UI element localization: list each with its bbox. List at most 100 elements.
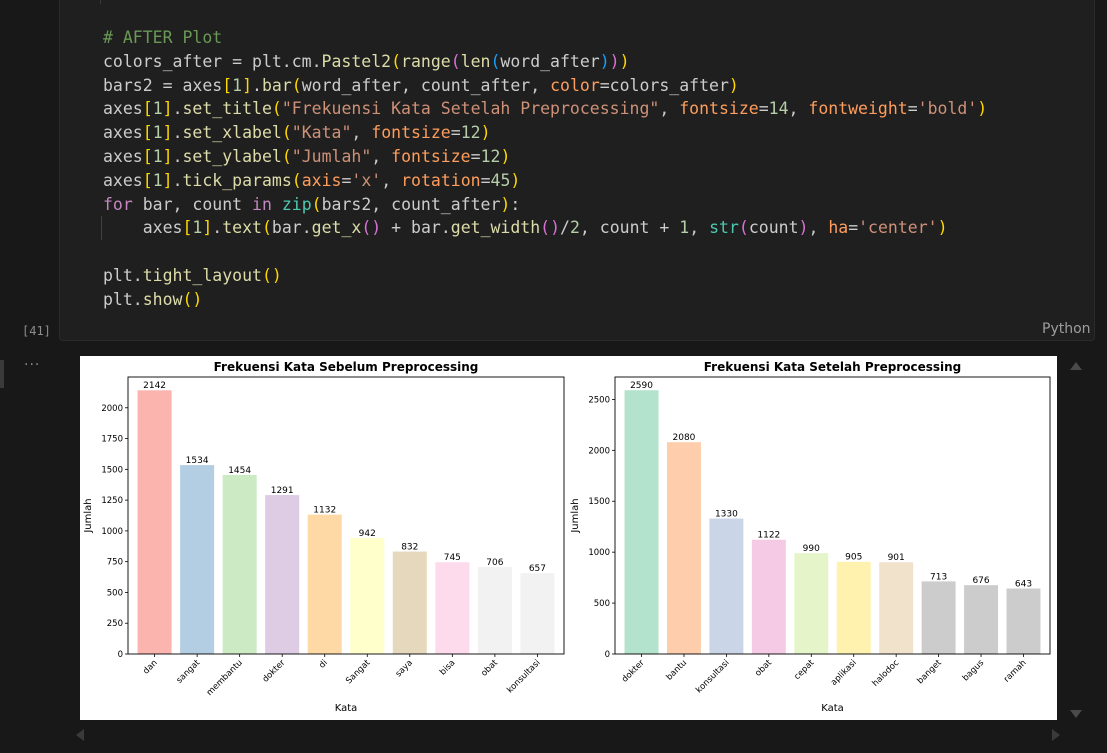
bar-value-label: 905 [845,553,862,563]
chart-bar [350,538,385,654]
code-line[interactable]: for bar, count in zip(bars2, count_after… [103,193,987,217]
x-tick-label: cepat [792,658,816,682]
chart-title: Frekuensi Kata Sebelum Preprocessing [214,360,479,374]
code-token: ( [281,123,292,143]
x-tick-label: dokter [620,658,647,685]
code-line[interactable]: axes[1].tick_params(axis='x', rotation=4… [103,169,987,193]
code-token: ] [162,146,173,166]
code-token: range [401,51,451,71]
code-token: bar [261,75,292,95]
code-token: 1 [152,123,163,143]
chart-title: Frekuensi Kata Setelah Preprocessing [704,360,962,374]
code-token: ) [619,51,630,71]
code-line[interactable]: axes[1].set_ylabel("Jumlah", fontsize=12… [103,145,987,169]
code-line[interactable]: plt.tight_layout() [103,264,987,288]
chart-2: Frekuensi Kata Setelah Preprocessing 2590… [570,360,1051,714]
code-token: ] [162,99,173,119]
scroll-up-arrow-icon[interactable] [1070,362,1082,370]
scroll-left-arrow-icon[interactable] [76,729,84,741]
chart-bar [964,585,999,654]
bar-value-label: 1132 [313,506,336,516]
code-token: () [361,218,382,238]
code-token: ( [450,51,461,71]
code-token: ( [738,218,749,238]
chart-bar [180,465,215,654]
bar-value-label: 2142 [143,381,166,391]
bar-value-label: 901 [888,553,905,563]
code-token: , [381,170,402,190]
code-token: 12 [460,123,481,143]
code-token: ) [480,123,491,143]
code-token: 45 [490,170,511,190]
code-token: . [172,99,183,119]
code-token: ] [202,218,213,238]
chart-bar [921,581,956,654]
y-tick-label: 2000 [588,446,610,456]
bar-value-label: 2080 [673,433,696,443]
code-editor[interactable]: # AFTER Plot colors_after = plt.cm.Pastel… [103,26,987,312]
code-token: = [758,99,769,119]
code-token: , [689,218,710,238]
code-token: "Frekuensi Kata Setelah Preprocessing" [281,99,660,119]
output-menu-icon[interactable]: ··· [24,357,41,373]
code-token: ) [500,146,511,166]
code-line[interactable]: axes[1].set_title("Frekuensi Kata Setela… [103,97,987,121]
code-token: len [460,51,491,71]
code-line[interactable]: bars2 = axes[1].bar(word_after, count_af… [103,74,987,98]
bar-value-label: 676 [972,576,989,586]
code-token: 12 [480,146,501,166]
code-token: axes [103,123,143,143]
code-token: = [907,99,918,119]
chart-bar [520,573,555,654]
y-tick-label: 250 [107,619,123,629]
bar-value-label: 706 [486,558,503,568]
code-token: = [450,123,461,143]
code-line[interactable]: plt.show() [103,288,987,312]
code-token: ) [609,51,620,71]
code-token: get_x [311,218,362,238]
x-tick-label: obat [479,658,500,679]
bar-value-label: 1534 [186,456,209,466]
code-token: ( [391,51,402,71]
bar-value-label: 643 [1015,579,1032,589]
scroll-down-arrow-icon[interactable] [1070,710,1082,718]
execution-count: [41] [22,324,51,338]
code-cell[interactable] [59,0,1095,341]
bar-value-label: 745 [444,553,461,563]
code-token: count [748,218,799,238]
y-tick-label: 2000 [101,404,123,414]
code-token: ) [728,75,739,95]
code-token: fontsize [391,146,471,166]
code-token: show [142,289,183,309]
code-line[interactable]: colors_after = plt.cm.Pastel2(range(len(… [103,50,987,74]
code-token: [ [142,123,153,143]
x-tick-label: dan [141,658,159,676]
code-token: set_ylabel [182,146,282,166]
code-line[interactable] [103,240,987,264]
scroll-right-arrow-icon[interactable] [1052,729,1060,741]
code-token: Pastel2 [321,51,392,71]
y-tick-label: 0 [605,650,610,660]
bar-value-label: 2590 [630,381,653,391]
code-token: plt. [103,265,143,285]
x-tick-label: konsultasi [505,658,542,695]
chart-bar [1006,588,1041,654]
code-token: axes [103,99,143,119]
code-token: = [470,146,481,166]
y-tick-label: 1250 [101,496,123,506]
chart-bar [307,514,342,654]
code-line[interactable]: axes[1].set_xlabel("Kata", fontsize=12) [103,121,987,145]
code-line[interactable]: # AFTER Plot [103,26,987,50]
code-token: ) [510,170,521,190]
chart-bar [879,562,914,654]
code-token: ha [828,218,849,238]
x-tick-label: aplikasi [829,658,859,688]
code-line[interactable]: axes[1].text(bar.get_x() + bar.get_width… [103,216,987,240]
code-token: = [480,170,491,190]
code-token: + bar. [381,218,451,238]
chart-bar [751,539,786,654]
bar-value-label: 1330 [715,509,738,519]
cell-language-label[interactable]: Python [1042,321,1091,337]
code-token: . [172,170,183,190]
output-collapse-bar[interactable] [0,360,4,388]
